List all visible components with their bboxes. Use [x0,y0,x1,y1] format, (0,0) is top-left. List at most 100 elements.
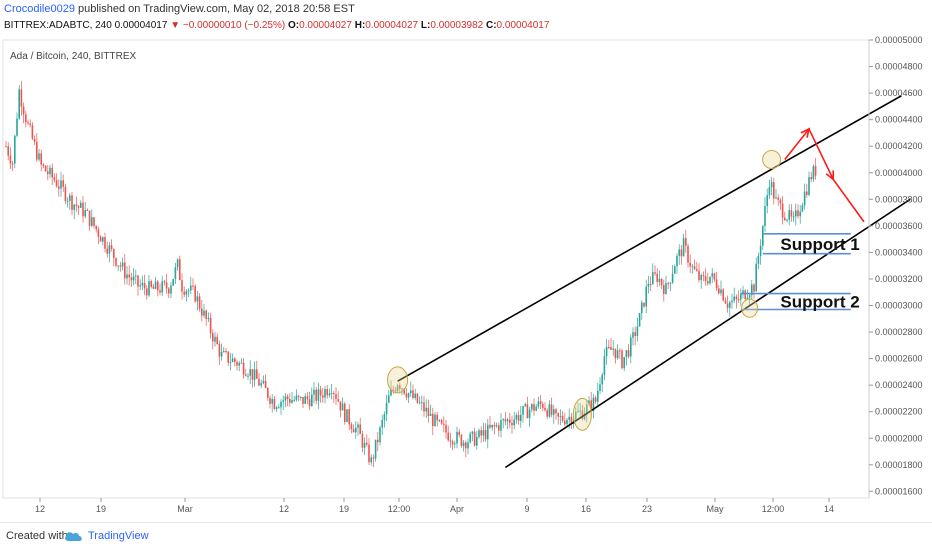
time-tick-label: 12 [279,504,289,514]
candle-body [383,414,386,421]
candle-body [513,419,515,426]
candle-body [643,302,645,307]
price-tick-label: 0.00002200 [875,407,923,417]
candle-body [293,399,295,401]
candle-body [564,420,566,425]
last-price: 0.00004017 [111,20,171,31]
candle-body [641,302,643,314]
candle-body [108,245,111,254]
channel-upper-line [397,95,902,382]
candle-body [711,273,713,277]
candle-body [251,369,254,380]
candle-body [416,393,419,403]
candle-body [766,195,768,206]
candle-body [561,415,564,421]
candle-body [729,302,731,308]
projection-arrowhead-down [825,170,835,182]
candle-body [201,308,203,316]
candle-body [227,351,229,363]
candle-body [526,404,529,419]
candle-body [42,164,45,166]
candle-body [20,89,23,107]
candle-body [810,177,812,180]
candle-body [196,296,199,302]
candle-body [405,393,408,398]
candle-body [671,273,674,283]
tradingview-link[interactable]: TradingView [88,530,149,542]
candle-body [236,361,238,366]
touch-circle [572,397,592,431]
candle-body [157,281,159,291]
candle-body [790,210,793,217]
candle-body [489,424,491,428]
candle-body [621,350,623,369]
time-tick-label: 12:00 [762,504,785,514]
candle-body [803,191,806,206]
candle-body [392,389,394,391]
candle-body [346,409,348,423]
author-link[interactable]: Crocodile0029 [4,3,75,15]
close-label: C: [485,20,497,31]
candle-body [344,403,346,423]
candle-body [548,404,551,417]
price-tick-label: 0.00002600 [875,354,923,364]
candle-body [722,289,724,301]
price-tick-label: 0.00004200 [875,141,923,151]
candle-body [625,350,628,358]
candle-body [590,400,592,411]
candle-body [209,318,212,334]
candle-body [806,191,808,195]
plot-frame [2,39,870,499]
candle-body [203,310,205,316]
candle-body [73,204,75,210]
projection-arrowhead-up [800,127,811,138]
candle-body [792,216,795,218]
candle-body [150,281,152,287]
candle-body [773,182,775,199]
overlays-group: Support 1 Support 2 [387,95,911,469]
candle-body [297,395,300,398]
candle-body [471,431,474,434]
candle-body [137,275,139,287]
candle-body [113,248,115,258]
candle-body [399,385,401,389]
candle-body [302,396,304,404]
candle-body [229,361,232,363]
candle-body [154,281,157,289]
candle-body [161,281,163,293]
candle-body [660,278,663,286]
candle-body [718,288,720,294]
candle-body [515,415,518,420]
candle-body [238,362,240,366]
candle-body [737,299,740,301]
candle-body [225,351,227,353]
candle-body [264,380,267,389]
candle-body [152,286,155,289]
candle-body [770,182,773,188]
price-tick-label: 0.00004600 [875,88,923,98]
candle-body [623,357,625,369]
candle-body [669,282,672,284]
candle-body [339,401,342,411]
publish-line: Crocodile0029 published on TradingView.c… [4,3,355,15]
candle-body [709,276,711,284]
open-label: O: [287,20,300,31]
candle-body [258,378,260,386]
candle-body [348,409,350,425]
candle-body [537,401,540,407]
candle-body [663,285,665,295]
candle-body [458,431,460,435]
channel-lower-line [504,198,911,469]
candle-body [724,300,727,304]
price-axis[interactable]: 0.00005000 0.00004800 0.00004600 0.00004400… [868,36,923,498]
candle-body [726,303,729,308]
chart-area[interactable]: Support 1 Support 2 Ada / Bitcoin, 240, B… [0,36,932,522]
candle-body [733,296,735,301]
candle-body [242,362,245,375]
candle-body [667,283,669,285]
candle-body [363,442,366,448]
candle-body [317,389,320,401]
time-axis[interactable]: 12 19 Mar 12 19 12:00 Apr 9 16 23 May 12:00 14 [35,498,834,514]
candle-body [300,396,302,398]
candle-body [473,431,476,446]
